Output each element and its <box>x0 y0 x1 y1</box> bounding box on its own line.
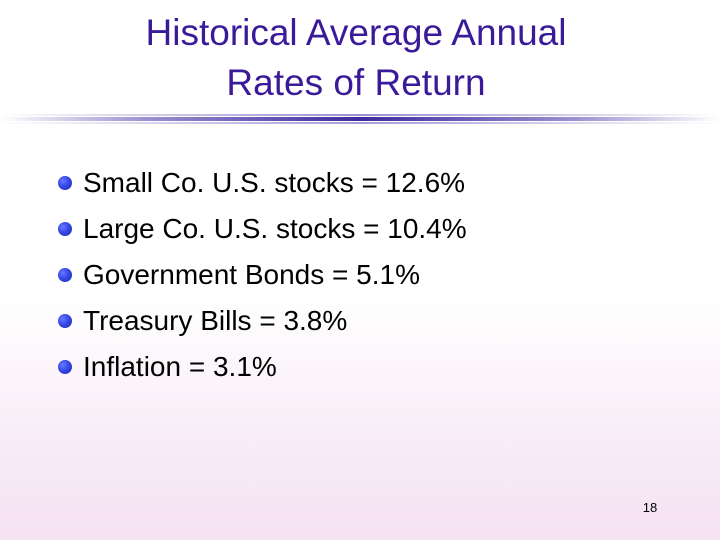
title-divider <box>0 114 720 126</box>
bullet-dot-icon <box>58 268 72 282</box>
bullet-text: Treasury Bills = 3.8% <box>83 305 348 336</box>
bullet-dot-icon <box>58 176 72 190</box>
bullet-text: Inflation = 3.1% <box>83 351 277 382</box>
bullet-dot-icon <box>58 360 72 374</box>
bullet-dot-icon <box>58 314 72 328</box>
title-line-1: Historical Average Annual <box>145 12 567 53</box>
bullet-text: Large Co. U.S. stocks = 10.4% <box>83 213 467 244</box>
page-number: 18 <box>642 500 658 515</box>
slide-title: Historical Average Annual Rates of Retur… <box>0 8 712 108</box>
bullet-dot-icon <box>58 222 72 236</box>
bullet-text: Government Bonds = 5.1% <box>83 259 420 290</box>
bullet-text: Small Co. U.S. stocks = 12.6% <box>83 167 466 198</box>
title-line-2: Rates of Return <box>226 62 486 103</box>
